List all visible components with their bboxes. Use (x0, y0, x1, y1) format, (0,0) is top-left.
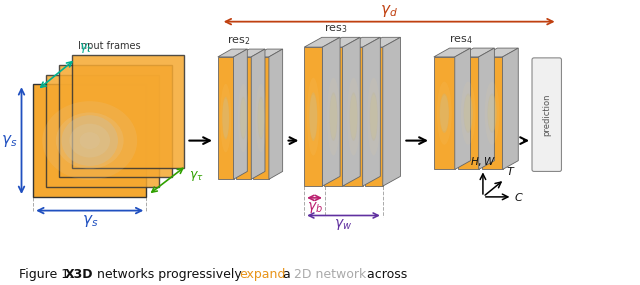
Polygon shape (482, 48, 518, 57)
Polygon shape (304, 47, 323, 186)
Polygon shape (218, 49, 247, 57)
Ellipse shape (307, 78, 320, 156)
Ellipse shape (69, 124, 110, 158)
Text: $\mathrm{res}_4$: $\mathrm{res}_4$ (449, 33, 473, 46)
Text: 2D network: 2D network (294, 268, 367, 281)
Text: Input frames: Input frames (77, 41, 140, 51)
Ellipse shape (461, 82, 476, 145)
Ellipse shape (488, 93, 497, 133)
Ellipse shape (61, 115, 118, 166)
Ellipse shape (349, 92, 358, 141)
Polygon shape (269, 49, 283, 179)
Text: prediction: prediction (542, 93, 551, 136)
Polygon shape (482, 57, 502, 170)
Ellipse shape (222, 97, 229, 139)
Polygon shape (455, 48, 470, 170)
Ellipse shape (330, 94, 337, 139)
Polygon shape (434, 57, 455, 170)
Text: networks progressively: networks progressively (93, 268, 246, 281)
Polygon shape (365, 47, 383, 186)
Ellipse shape (440, 93, 449, 133)
Ellipse shape (348, 78, 360, 156)
Ellipse shape (370, 92, 378, 141)
Ellipse shape (488, 95, 496, 131)
Polygon shape (344, 47, 363, 186)
Text: across: across (363, 268, 408, 281)
Polygon shape (218, 57, 234, 179)
Polygon shape (502, 48, 518, 170)
Polygon shape (458, 57, 479, 170)
Text: $\gamma_s$: $\gamma_s$ (1, 133, 17, 148)
Text: $\gamma_\tau$: $\gamma_\tau$ (189, 168, 204, 182)
Ellipse shape (367, 78, 380, 156)
Polygon shape (253, 57, 269, 179)
Polygon shape (236, 49, 265, 57)
Polygon shape (365, 37, 401, 47)
Text: X3D: X3D (65, 268, 93, 281)
Polygon shape (458, 48, 494, 57)
Ellipse shape (258, 99, 264, 138)
Polygon shape (236, 57, 252, 179)
Polygon shape (253, 49, 283, 57)
Polygon shape (344, 37, 380, 47)
Polygon shape (59, 65, 172, 177)
Ellipse shape (464, 95, 472, 131)
Polygon shape (72, 55, 184, 168)
Ellipse shape (370, 94, 378, 139)
Ellipse shape (330, 92, 337, 141)
Ellipse shape (310, 94, 317, 139)
Polygon shape (323, 37, 340, 186)
Text: $C$: $C$ (515, 191, 524, 203)
Ellipse shape (437, 82, 452, 145)
Ellipse shape (257, 97, 264, 139)
Text: $\gamma_t$: $\gamma_t$ (79, 41, 93, 55)
Ellipse shape (327, 78, 340, 156)
Polygon shape (234, 49, 247, 179)
Text: $\mathrm{res}_2$: $\mathrm{res}_2$ (227, 34, 250, 47)
Text: $\mathrm{res}_3$: $\mathrm{res}_3$ (324, 23, 348, 35)
Text: $\gamma_d$: $\gamma_d$ (380, 3, 398, 19)
Ellipse shape (240, 97, 247, 139)
Ellipse shape (255, 84, 266, 152)
Polygon shape (304, 37, 340, 47)
Ellipse shape (42, 101, 137, 180)
Polygon shape (46, 74, 159, 187)
Text: $T$: $T$ (506, 165, 516, 177)
Polygon shape (363, 37, 380, 186)
Ellipse shape (238, 84, 249, 152)
Ellipse shape (223, 99, 229, 138)
Ellipse shape (440, 95, 449, 131)
Text: a: a (279, 268, 294, 281)
Polygon shape (383, 37, 401, 186)
Ellipse shape (56, 113, 124, 169)
Ellipse shape (240, 99, 246, 138)
Polygon shape (324, 37, 360, 47)
Text: expand: expand (239, 268, 286, 281)
Polygon shape (252, 49, 265, 179)
FancyBboxPatch shape (532, 58, 561, 172)
Ellipse shape (350, 94, 357, 139)
Text: $H,W$: $H,W$ (470, 154, 496, 168)
Polygon shape (434, 48, 470, 57)
Ellipse shape (79, 132, 100, 149)
Polygon shape (479, 48, 494, 170)
Text: $\gamma_b$: $\gamma_b$ (307, 200, 323, 215)
Text: $\gamma_w$: $\gamma_w$ (335, 217, 353, 233)
Ellipse shape (220, 84, 231, 152)
Polygon shape (324, 47, 342, 186)
Ellipse shape (463, 93, 473, 133)
Polygon shape (33, 84, 146, 197)
Text: $\gamma_s$: $\gamma_s$ (81, 213, 98, 229)
Ellipse shape (484, 82, 499, 145)
Ellipse shape (309, 92, 317, 141)
Polygon shape (342, 37, 360, 186)
Text: Figure 1.: Figure 1. (19, 268, 77, 281)
